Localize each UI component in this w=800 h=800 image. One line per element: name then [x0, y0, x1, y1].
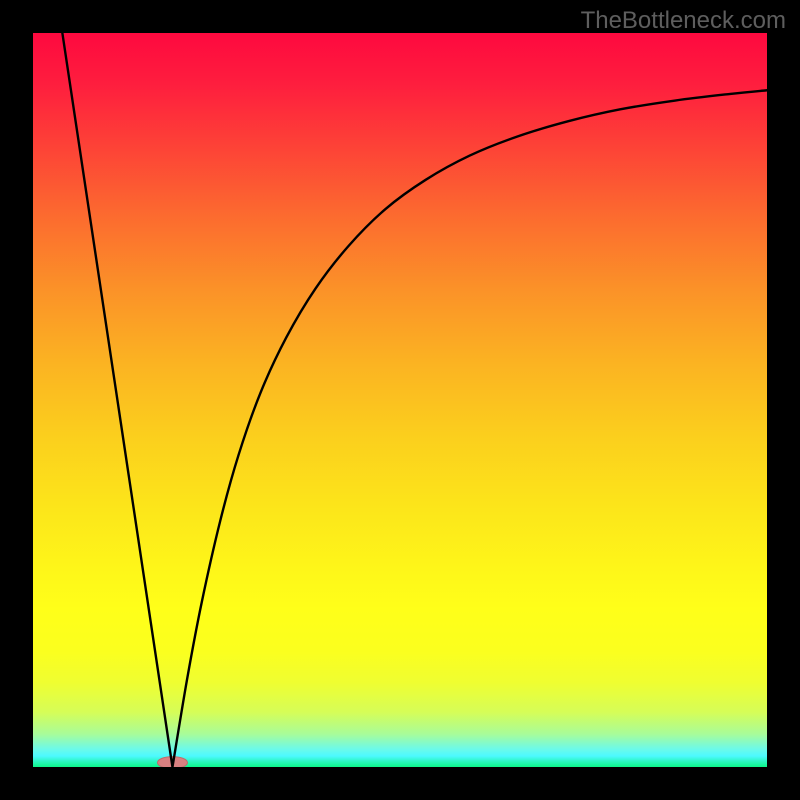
gradient-background [33, 33, 767, 767]
chart-frame: TheBottleneck.com [0, 0, 800, 800]
watermark-text: TheBottleneck.com [581, 7, 786, 35]
plot-svg [0, 0, 800, 800]
plot-area [0, 0, 800, 800]
